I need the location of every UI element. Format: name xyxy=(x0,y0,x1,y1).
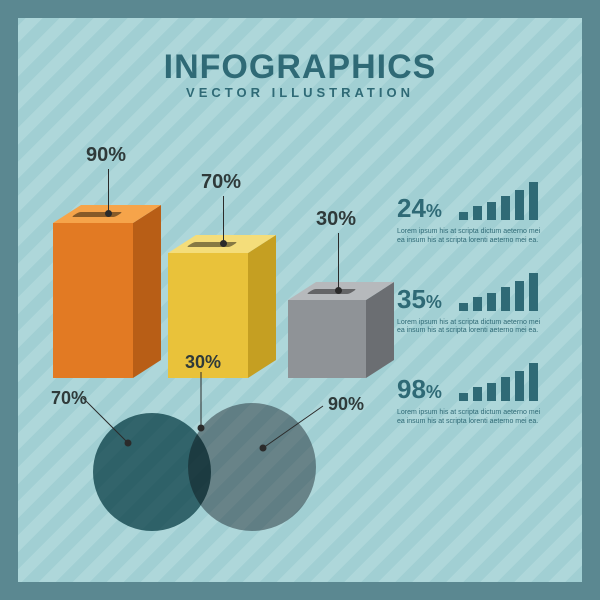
bar3d-chart: 90% 70% 30% xyxy=(53,138,393,378)
mini-bar-chart xyxy=(459,361,547,401)
venn-value-label: 30% xyxy=(185,352,221,373)
bar3d: 30% xyxy=(288,282,394,378)
title: INFOGRAPHICS xyxy=(164,48,437,87)
venn-diagram: 70%90%30% xyxy=(93,398,353,558)
venn-value-label: 70% xyxy=(51,388,87,409)
stat-caption: Lorem ipsum his at scripta dictum aetern… xyxy=(397,228,547,246)
side-stats: 24%Lorem ipsum his at scripta dictum aet… xyxy=(397,193,547,465)
outer-frame: INFOGRAPHICS VECTOR ILLUSTRATION 90% 70% 3… xyxy=(0,0,600,600)
stat-caption: Lorem ipsum his at scripta dictum aetern… xyxy=(397,319,547,337)
value-pin xyxy=(108,169,109,214)
mini-bar-chart xyxy=(459,271,547,311)
bar-value-label: 90% xyxy=(86,144,126,167)
value-pin xyxy=(338,233,339,291)
stat-block: 35%Lorem ipsum his at scripta dictum aet… xyxy=(397,284,547,337)
heading: INFOGRAPHICS VECTOR ILLUSTRATION xyxy=(164,48,437,100)
canvas: INFOGRAPHICS VECTOR ILLUSTRATION 90% 70% 3… xyxy=(18,18,582,582)
value-pin xyxy=(223,196,224,244)
bar-value-label: 30% xyxy=(316,208,356,231)
bar3d: 90% xyxy=(53,205,161,378)
stat-block: 24%Lorem ipsum his at scripta dictum aet… xyxy=(397,193,547,246)
stat-block: 98%Lorem ipsum his at scripta dictum aet… xyxy=(397,374,547,427)
mini-bar-chart xyxy=(459,180,547,220)
subtitle: VECTOR ILLUSTRATION xyxy=(164,85,437,100)
bar-value-label: 70% xyxy=(201,171,241,194)
stat-caption: Lorem ipsum his at scripta dictum aetern… xyxy=(397,409,547,427)
venn-value-label: 90% xyxy=(328,394,364,415)
